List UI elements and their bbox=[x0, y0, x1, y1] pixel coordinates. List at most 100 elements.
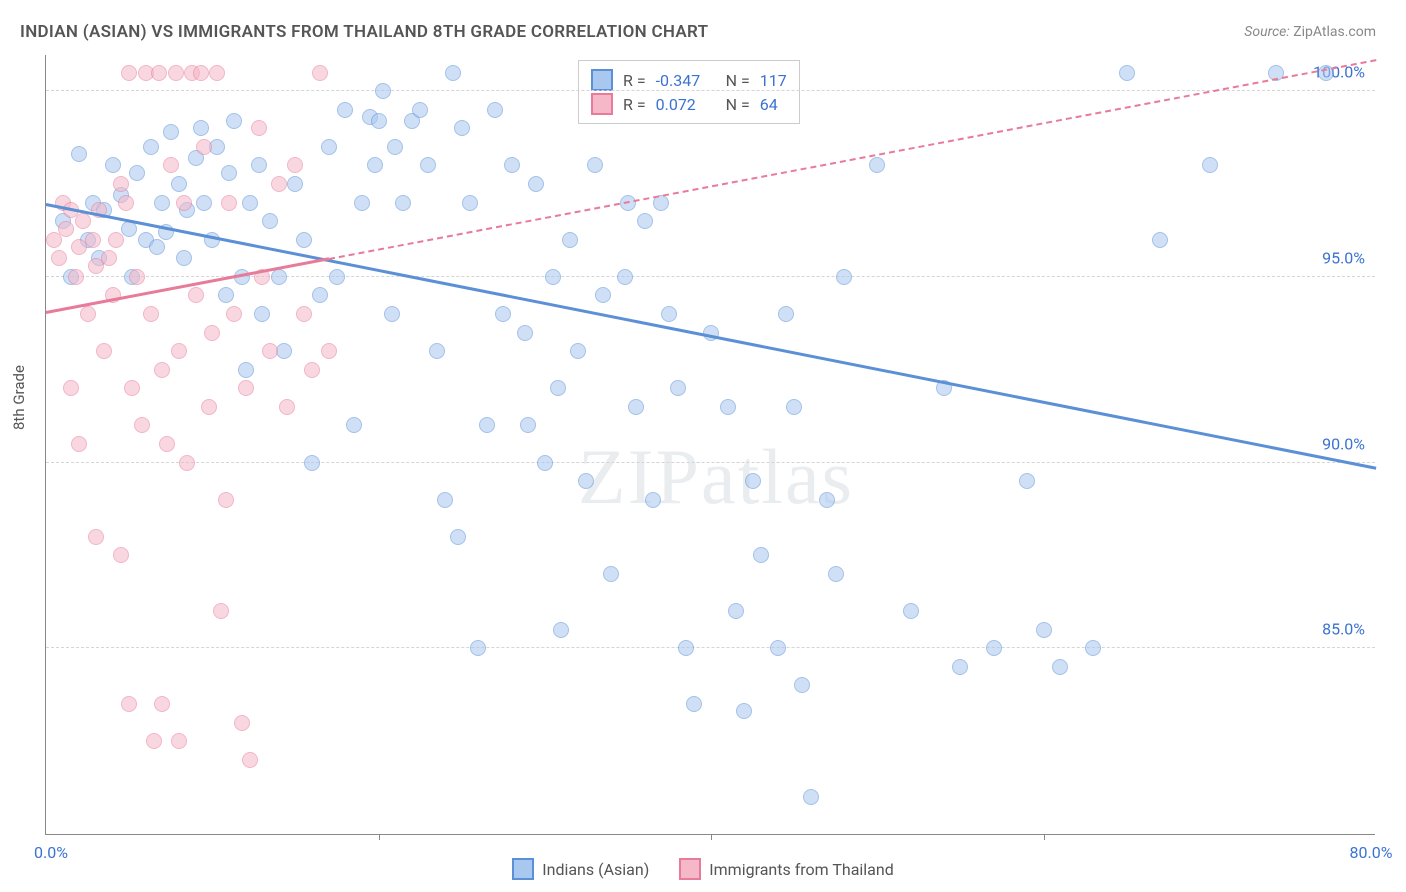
scatter-point bbox=[251, 120, 267, 136]
scatter-point bbox=[803, 789, 819, 805]
scatter-point bbox=[1036, 622, 1052, 638]
scatter-point bbox=[63, 380, 79, 396]
scatter-point bbox=[68, 269, 84, 285]
scatter-point bbox=[553, 622, 569, 638]
legend-item-1: Indians (Asian) bbox=[512, 858, 649, 880]
scatter-point bbox=[146, 733, 162, 749]
scatter-point bbox=[329, 269, 345, 285]
scatter-point bbox=[828, 566, 844, 582]
scatter-point bbox=[80, 306, 96, 322]
x-tick bbox=[379, 834, 380, 840]
scatter-point bbox=[587, 157, 603, 173]
scatter-point bbox=[528, 176, 544, 192]
scatter-point bbox=[661, 306, 677, 322]
scatter-point bbox=[778, 306, 794, 322]
y-tick-label: 90.0% bbox=[1322, 434, 1365, 453]
scatter-point bbox=[218, 287, 234, 303]
legend-n-label: N = bbox=[726, 71, 750, 90]
scatter-point bbox=[271, 269, 287, 285]
scatter-point bbox=[221, 165, 237, 181]
scatter-point bbox=[517, 325, 533, 341]
scatter-point bbox=[108, 232, 124, 248]
scatter-point bbox=[51, 250, 67, 266]
scatter-point bbox=[262, 343, 278, 359]
scatter-point bbox=[462, 195, 478, 211]
scatter-point bbox=[420, 157, 436, 173]
scatter-point bbox=[242, 752, 258, 768]
scatter-point bbox=[371, 113, 387, 129]
scatter-point bbox=[562, 232, 578, 248]
legend-r-label: R = bbox=[623, 95, 646, 114]
scatter-point bbox=[387, 139, 403, 155]
legend-swatch-1 bbox=[512, 858, 534, 880]
scatter-point bbox=[71, 146, 87, 162]
scatter-point bbox=[903, 603, 919, 619]
gridline-h bbox=[46, 90, 1375, 91]
scatter-point bbox=[753, 547, 769, 563]
scatter-point bbox=[1052, 659, 1068, 675]
scatter-point bbox=[450, 529, 466, 545]
scatter-point bbox=[1152, 232, 1168, 248]
scatter-point bbox=[176, 195, 192, 211]
watermark: ZIPatlas bbox=[578, 432, 854, 522]
scatter-point bbox=[487, 102, 503, 118]
scatter-point bbox=[71, 436, 87, 452]
scatter-point bbox=[213, 603, 229, 619]
y-tick-label: 95.0% bbox=[1322, 248, 1365, 267]
scatter-point bbox=[617, 269, 633, 285]
scatter-point bbox=[686, 696, 702, 712]
scatter-point bbox=[537, 455, 553, 471]
scatter-point bbox=[226, 306, 242, 322]
trend-line bbox=[46, 203, 1377, 470]
legend-n-value: 117 bbox=[760, 71, 787, 90]
scatter-point bbox=[96, 343, 112, 359]
x-tick bbox=[711, 834, 712, 840]
scatter-point bbox=[1019, 473, 1035, 489]
scatter-point bbox=[637, 213, 653, 229]
scatter-point bbox=[321, 343, 337, 359]
scatter-point bbox=[570, 343, 586, 359]
scatter-point bbox=[770, 640, 786, 656]
scatter-point bbox=[196, 139, 212, 155]
scatter-point bbox=[159, 436, 175, 452]
scatter-point bbox=[628, 399, 644, 415]
scatter-point bbox=[745, 473, 761, 489]
scatter-point bbox=[143, 306, 159, 322]
legend-r-value: 0.072 bbox=[656, 95, 716, 114]
source-value: ZipAtlas.com bbox=[1293, 24, 1376, 40]
scatter-point bbox=[603, 566, 619, 582]
scatter-point bbox=[454, 120, 470, 136]
legend-r-value: -0.347 bbox=[656, 71, 716, 90]
source-label: Source: bbox=[1244, 24, 1289, 40]
legend-stats-box: R = -0.347 N = 117 R = 0.072 N = 64 bbox=[578, 60, 800, 124]
scatter-point bbox=[720, 399, 736, 415]
scatter-point bbox=[678, 640, 694, 656]
scatter-point bbox=[545, 269, 561, 285]
scatter-point bbox=[242, 195, 258, 211]
scatter-point bbox=[204, 325, 220, 341]
scatter-point bbox=[251, 157, 267, 173]
scatter-point bbox=[262, 213, 278, 229]
legend-bottom: Indians (Asian) Immigrants from Thailand bbox=[0, 858, 1406, 880]
legend-stat-row: R = 0.072 N = 64 bbox=[591, 93, 787, 115]
scatter-point bbox=[375, 83, 391, 99]
scatter-point bbox=[196, 195, 212, 211]
scatter-point bbox=[129, 165, 145, 181]
legend-n-value: 64 bbox=[760, 95, 778, 114]
legend-n-label: N = bbox=[726, 95, 750, 114]
scatter-point bbox=[550, 380, 566, 396]
legend-label-1: Indians (Asian) bbox=[542, 860, 649, 879]
scatter-point bbox=[1085, 640, 1101, 656]
scatter-point bbox=[105, 157, 121, 173]
scatter-point bbox=[238, 362, 254, 378]
scatter-point bbox=[154, 696, 170, 712]
scatter-point bbox=[312, 287, 328, 303]
scatter-point bbox=[312, 65, 328, 81]
scatter-point bbox=[124, 380, 140, 396]
legend-item-2: Immigrants from Thailand bbox=[679, 858, 893, 880]
scatter-point bbox=[88, 529, 104, 545]
scatter-point bbox=[179, 455, 195, 471]
scatter-point bbox=[786, 399, 802, 415]
scatter-point bbox=[154, 362, 170, 378]
scatter-point bbox=[121, 65, 137, 81]
